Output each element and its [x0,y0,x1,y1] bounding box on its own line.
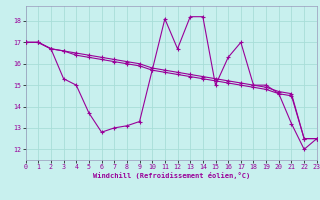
X-axis label: Windchill (Refroidissement éolien,°C): Windchill (Refroidissement éolien,°C) [92,172,250,179]
